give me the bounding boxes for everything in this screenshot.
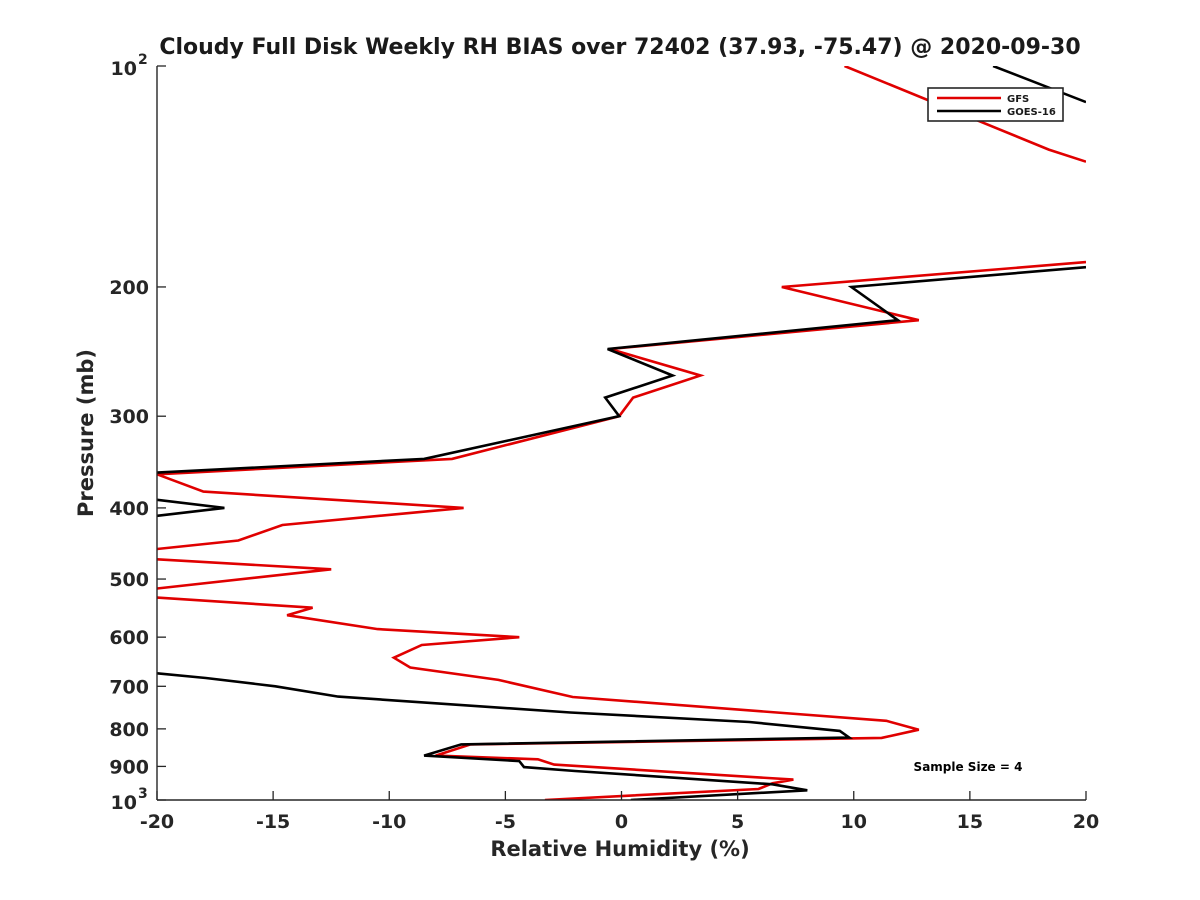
x-axis-label: Relative Humidity (%) xyxy=(490,837,749,861)
x-tick-label: 20 xyxy=(1073,811,1099,833)
y-tick-label: 500 xyxy=(109,569,149,591)
y-power-tick-exp: 2 xyxy=(138,52,148,68)
x-tick-label: -5 xyxy=(495,811,516,833)
legend-label: GFS xyxy=(1007,94,1029,105)
x-tick-label: -10 xyxy=(372,811,406,833)
y-tick-label: 600 xyxy=(109,627,149,649)
legend-label: GOES-16 xyxy=(1007,107,1056,118)
y-power-tick-base: 10 xyxy=(111,58,137,80)
plot-area xyxy=(157,66,1086,800)
x-tick-label: 10 xyxy=(841,811,867,833)
x-tick-label: 15 xyxy=(957,811,983,833)
y-tick-label: 200 xyxy=(109,277,149,299)
x-tick-label: 5 xyxy=(731,811,744,833)
series-line-goes-16 xyxy=(157,66,1086,800)
legend: GFS GOES-16 xyxy=(927,87,1064,122)
series-line-gfs xyxy=(157,66,1086,800)
x-tick-label: -20 xyxy=(140,811,174,833)
y-tick-label: 800 xyxy=(109,719,149,741)
x-ticks: -20 -15 -10 -5 0 5 10 15 20 xyxy=(140,791,1099,833)
plot-frame xyxy=(157,66,1086,800)
y-tick-label: 300 xyxy=(109,406,149,428)
y-power-tick-exp: 3 xyxy=(138,786,148,802)
y-power-tick-base: 10 xyxy=(111,792,137,814)
series-layer xyxy=(157,66,1086,800)
y-tick-label: 400 xyxy=(109,498,149,520)
chart-title: Cloudy Full Disk Weekly RH BIAS over 724… xyxy=(159,35,1080,60)
x-tick-label: -15 xyxy=(256,811,290,833)
y-tick-label: 900 xyxy=(109,756,149,778)
sample-size-annotation: Sample Size = 4 xyxy=(914,760,1023,774)
x-tick-label: 0 xyxy=(615,811,628,833)
y-tick-label: 700 xyxy=(109,676,149,698)
legend-box xyxy=(927,87,1064,122)
y-power-tick-label: 10 2 xyxy=(111,52,148,80)
y-axis-label: Pressure (mb) xyxy=(74,349,98,517)
y-power-tick-label: 10 3 xyxy=(111,786,148,814)
